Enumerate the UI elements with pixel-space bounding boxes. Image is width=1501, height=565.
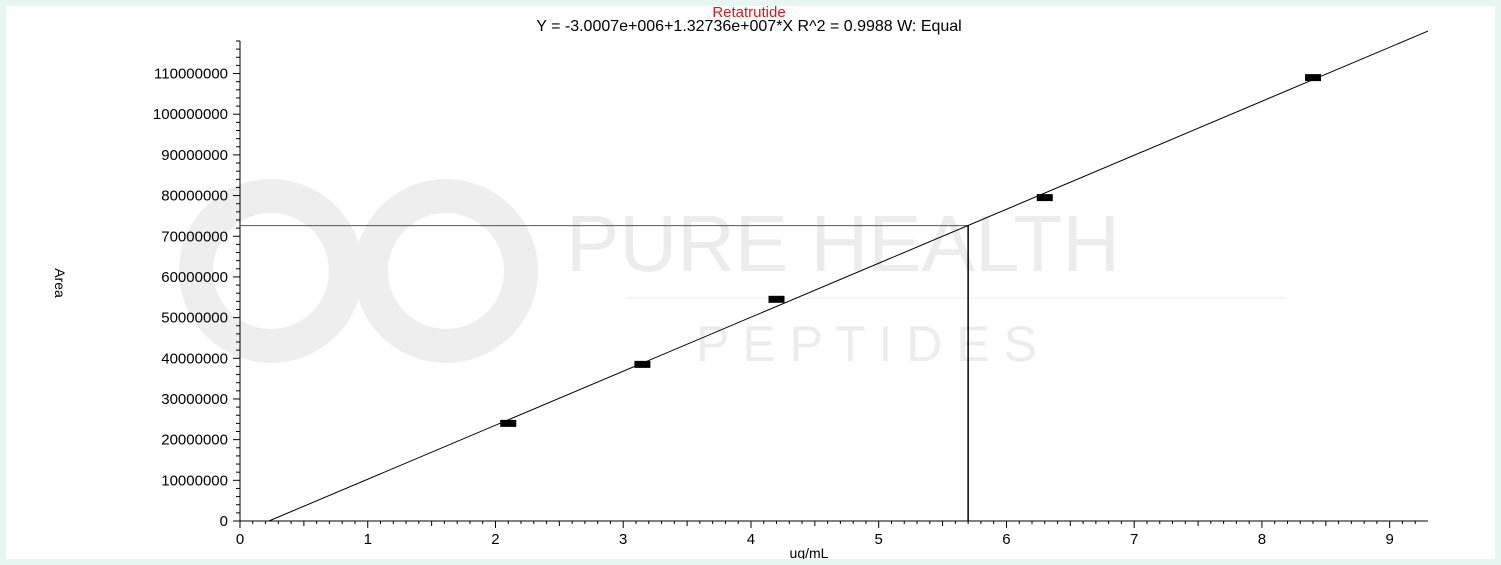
calibration-chart: PURE HEALTH P E P T I D E S Retatrutide … [52, 6, 1429, 559]
y-tick-label: 70000000 [161, 228, 228, 245]
regression-equation: Y = -3.0007e+006+1.32736e+007*X R^2 = 0.… [536, 18, 961, 35]
y-ticks: 0 10000000 20000000 30000000 40000000 5000000… [153, 40, 240, 530]
x-tick-label: 0 [236, 531, 244, 548]
data-point [1305, 74, 1322, 82]
y-tick-label: 90000000 [161, 147, 228, 164]
y-axis-label: Area [52, 268, 68, 298]
readout-lines [240, 225, 969, 521]
watermark: PURE HEALTH P E P T I D E S [179, 179, 1286, 372]
regression-line [268, 30, 1429, 522]
x-tick-label: 9 [1386, 531, 1394, 548]
y-tick-label: 80000000 [161, 188, 228, 205]
x-axis-label: ug/mL [790, 545, 829, 559]
x-tick-label: 1 [364, 531, 372, 548]
data-point [500, 419, 517, 427]
y-tick-label: 50000000 [161, 310, 228, 327]
x-tick-label: 3 [619, 531, 627, 548]
fit-line [268, 30, 1429, 522]
data-point [1036, 194, 1053, 202]
y-tick-label: 10000000 [161, 472, 228, 489]
y-tick-label: 100000000 [153, 106, 228, 123]
watermark-logo-icon [179, 179, 538, 363]
y-tick-label: 40000000 [161, 350, 228, 367]
x-tick-label: 4 [747, 531, 755, 548]
chart-title: Retatrutide [712, 6, 785, 21]
watermark-subtitle: P E P T I D E S [696, 316, 1037, 372]
y-tick-label: 60000000 [161, 269, 228, 286]
chart-frame: PURE HEALTH P E P T I D E S Retatrutide … [6, 6, 1495, 559]
x-tick-label: 2 [491, 531, 499, 548]
data-points [500, 74, 1322, 427]
y-tick-label: 110000000 [154, 66, 228, 83]
x-ticks: 0 1 2 3 4 5 6 7 8 9 [236, 521, 1416, 548]
x-tick-label: 8 [1258, 531, 1266, 548]
axes [239, 41, 1428, 522]
watermark-title: PURE HEALTH [566, 199, 1120, 288]
data-point [634, 360, 651, 368]
x-tick-label: 7 [1130, 531, 1138, 548]
x-tick-label: 5 [875, 531, 883, 548]
y-tick-label: 20000000 [161, 432, 228, 449]
data-point [768, 295, 785, 303]
y-tick-label: 30000000 [161, 391, 228, 408]
x-tick-label: 6 [1002, 531, 1010, 548]
y-tick-label: 0 [220, 513, 228, 530]
